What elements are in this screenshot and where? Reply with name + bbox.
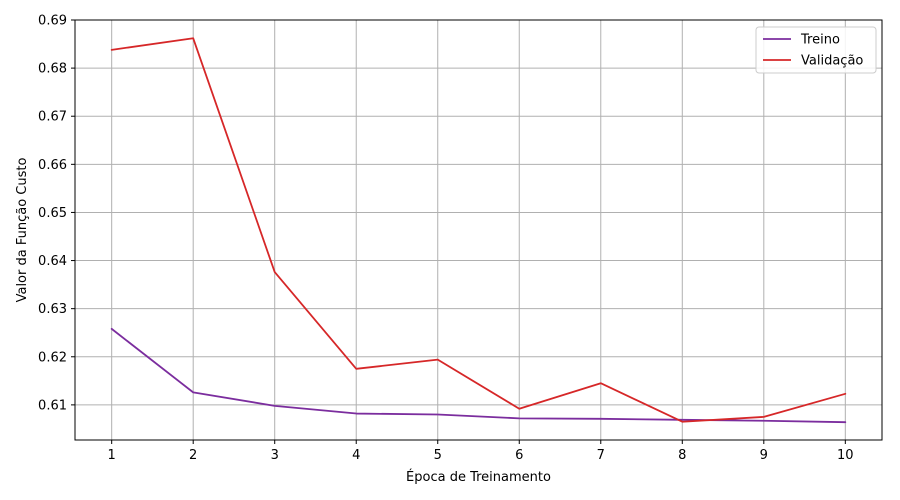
y-tick-label: 0.67 xyxy=(38,110,67,125)
series-line-2 xyxy=(110,37,847,423)
x-tick-label: 7 xyxy=(597,448,605,463)
x-tick-label: 2 xyxy=(189,448,197,463)
x-tick-label: 8 xyxy=(678,448,686,463)
y-tick-label: 0.65 xyxy=(38,206,67,221)
legend-label: Treino xyxy=(800,33,840,48)
legend: Treino Validação xyxy=(755,26,877,74)
x-tick-label: 5 xyxy=(434,448,442,463)
y-tick-label: 0.63 xyxy=(38,302,67,317)
x-axis-label: Época de Treinamento xyxy=(406,469,551,485)
x-tick-label: 3 xyxy=(271,448,279,463)
series-line-1 xyxy=(110,327,847,424)
plot-frame xyxy=(74,19,883,441)
y-tick-label: 0.68 xyxy=(38,62,67,77)
y-tick-label: 0.61 xyxy=(38,398,67,413)
grid-lines xyxy=(75,19,882,440)
y-tick-label: 0.69 xyxy=(38,14,67,29)
series-lines xyxy=(110,37,847,424)
y-tick-label: 0.66 xyxy=(38,158,67,173)
y-tick-label: 0.62 xyxy=(38,350,67,365)
x-tick-label: 6 xyxy=(515,448,523,463)
axis-ticks: 1 2 3 4 5 6 7 8 9 10 0.61 0.62 0.63 0.64 0.65 0.66 0.67 0… xyxy=(38,14,854,464)
x-tick-label: 10 xyxy=(837,448,854,463)
x-tick-label: 9 xyxy=(760,448,768,463)
y-tick-label: 0.64 xyxy=(38,254,67,269)
legend-label: Validação xyxy=(801,54,863,69)
x-tick-label: 4 xyxy=(352,448,360,463)
y-axis-label: Valor da Função Custo xyxy=(15,158,30,303)
x-tick-label: 1 xyxy=(108,448,116,463)
